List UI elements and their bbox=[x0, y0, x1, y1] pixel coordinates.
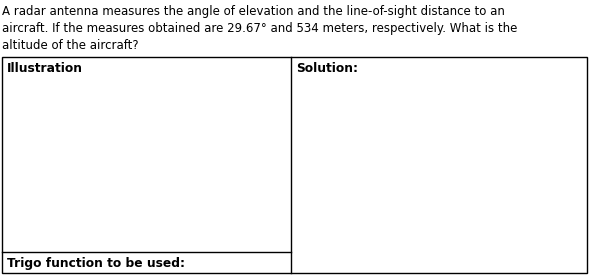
Text: aircraft. If the measures obtained are 29.67° and 534 meters, respectively. What: aircraft. If the measures obtained are 2… bbox=[2, 22, 517, 35]
Text: altitude of the aircraft?: altitude of the aircraft? bbox=[2, 39, 139, 52]
Text: Illustration: Illustration bbox=[7, 62, 83, 75]
Text: Trigo function to be used:: Trigo function to be used: bbox=[7, 257, 185, 270]
Text: Solution:: Solution: bbox=[296, 62, 358, 75]
Text: A radar antenna measures the angle of elevation and the line-of-sight distance t: A radar antenna measures the angle of el… bbox=[2, 5, 505, 18]
